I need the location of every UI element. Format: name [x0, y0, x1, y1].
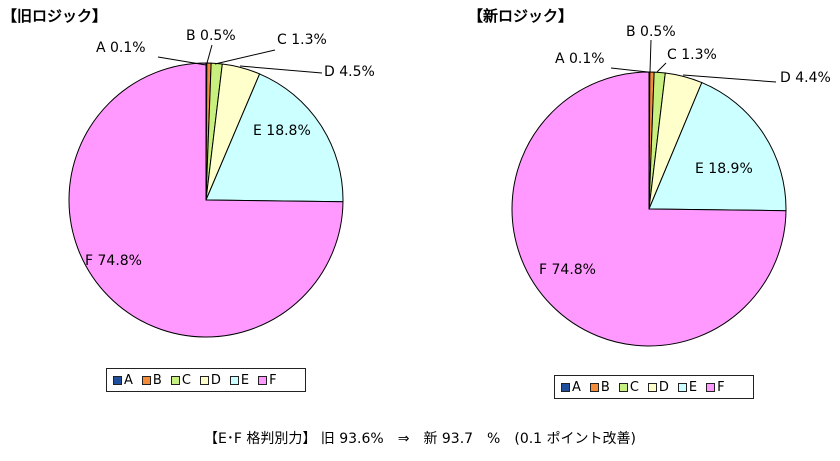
- legend-item-e: E: [677, 379, 698, 395]
- legend-item-f: F: [706, 379, 725, 395]
- legend-item-a: A: [561, 380, 581, 395]
- legend-label-b: B: [152, 372, 162, 388]
- old-logic-title: 【旧ロジック】: [2, 7, 108, 25]
- data-label-f: F 74.8%: [85, 253, 142, 269]
- data-label-c: C 1.3%: [277, 32, 327, 48]
- pie-slice-e: [648, 81, 787, 212]
- legend-label-f: F: [269, 372, 277, 388]
- data-label-e: E 18.8%: [253, 123, 311, 139]
- legend-item-b: B: [589, 379, 610, 395]
- data-label-b: B 0.5%: [186, 28, 236, 44]
- legend-swatch-c: [170, 375, 180, 385]
- legend-item-f: F: [258, 372, 277, 388]
- new-logic-title: 【新ロジック】: [468, 7, 574, 25]
- legend-label-d: D: [210, 372, 221, 388]
- data-label-c: C 1.3%: [667, 47, 717, 63]
- data-label-b: B 0.5%: [626, 24, 676, 40]
- leader-line-a: [610, 67, 649, 73]
- legend-swatch-e: [677, 382, 687, 392]
- legend-item-c: C: [618, 379, 639, 395]
- pie-slice-f: [511, 71, 787, 347]
- legend-label-a: A: [572, 379, 581, 395]
- legend-label-d: D: [658, 379, 669, 395]
- legend-item-b: B: [141, 372, 162, 388]
- legend-label-e: E: [240, 372, 250, 388]
- legend-label-c: C: [629, 379, 639, 395]
- legend-label-e: E: [688, 379, 698, 395]
- legend-swatch-e: [229, 375, 239, 385]
- legend-swatch-b: [141, 375, 151, 385]
- legend-swatch-a: [113, 375, 122, 385]
- legend-swatch-d: [647, 382, 657, 392]
- legend-swatch-f: [706, 382, 716, 392]
- legend-item-d: D: [199, 372, 221, 388]
- leader-line-c: [656, 62, 667, 73]
- data-label-d: D 4.4%: [780, 70, 831, 86]
- pie-slice-f: [68, 62, 344, 338]
- data-label-a: A 0.1%: [96, 40, 146, 56]
- discrimination-summary: 【E･F 格判別力】 旧 93.6% ⇒ 新 93.7 % (0.1 ポイント改…: [203, 431, 637, 447]
- legend-swatch-b: [589, 382, 599, 392]
- legend-swatch-f: [258, 375, 268, 385]
- legend-swatch-c: [618, 382, 628, 392]
- legend-swatch-a: [561, 382, 570, 392]
- leader-line-d: [682, 74, 777, 83]
- leader-line-c: [214, 49, 276, 65]
- data-label-a: A 0.1%: [555, 51, 605, 67]
- old-logic-legend: A B C D E F: [106, 368, 306, 392]
- legend-label-b: B: [600, 379, 610, 395]
- legend-item-a: A: [113, 373, 133, 388]
- data-label-e: E 18.9%: [695, 161, 753, 177]
- legend-item-d: D: [647, 379, 669, 395]
- leader-line-b: [206, 44, 213, 64]
- data-label-d: D 4.5%: [324, 64, 375, 80]
- leader-line-a: [157, 56, 207, 66]
- pie-slice-e: [205, 73, 344, 203]
- legend-label-c: C: [181, 372, 191, 388]
- leader-line-b: [649, 39, 652, 73]
- leader-line-d: [239, 65, 323, 74]
- new-logic-legend: A B C D E F: [554, 375, 754, 399]
- legend-swatch-d: [199, 375, 209, 385]
- legend-item-c: C: [170, 372, 191, 388]
- legend-item-e: E: [229, 372, 250, 388]
- legend-label-f: F: [717, 379, 725, 395]
- data-label-f: F 74.8%: [539, 262, 596, 278]
- legend-label-a: A: [124, 372, 133, 388]
